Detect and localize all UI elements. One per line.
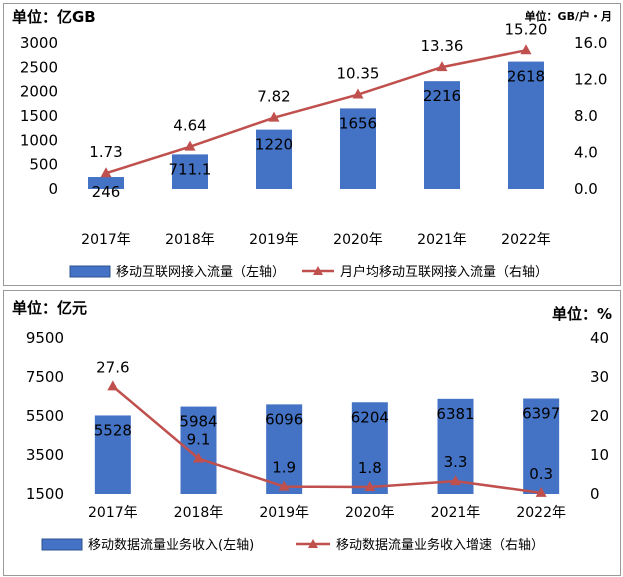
bottom-chart-panel: 单位：亿元 单位：% 1500 3500 5500 7500 9500 0 10 20 30 40… xyxy=(3,290,621,576)
bottom-bar-label: 6204 xyxy=(351,408,389,426)
top-legend-line-label: 月户均移动互联网接入流量（右轴） xyxy=(340,264,548,280)
bottom-legend-bar-swatch xyxy=(41,538,83,551)
top-bar xyxy=(172,154,208,189)
top-left-tick: 2000 xyxy=(20,83,58,101)
top-right-tick: 12.0 xyxy=(574,71,607,89)
bottom-right-tick: 30 xyxy=(590,368,609,386)
top-right-tick: 4.0 xyxy=(574,144,598,162)
bottom-line-label: 1.9 xyxy=(272,459,296,477)
bottom-line-marker xyxy=(450,475,461,486)
top-left-tick: 1500 xyxy=(20,107,58,125)
bottom-right-tick: 10 xyxy=(590,446,609,464)
top-line xyxy=(105,49,527,175)
top-x-tick: 2018年 xyxy=(165,232,215,248)
bottom-legend-line-label: 移动数据流量业务收入增速（右轴） xyxy=(336,537,544,553)
top-line-label: 13.36 xyxy=(421,37,464,55)
bottom-right-tick: 40 xyxy=(590,329,609,347)
bottom-bar-label: 6381 xyxy=(436,405,474,423)
bottom-left-unit: 单位：亿元 xyxy=(12,299,87,317)
bottom-bar xyxy=(94,415,131,494)
top-bar-label: 2216 xyxy=(423,87,461,105)
bottom-bar xyxy=(266,404,303,494)
bottom-bar xyxy=(523,398,560,494)
top-x-tick: 2017年 xyxy=(81,232,131,248)
top-line-label: 15.20 xyxy=(505,20,548,38)
bottom-right-unit: 单位：% xyxy=(552,305,612,323)
top-bar-label: 711.1 xyxy=(169,160,212,178)
top-bar xyxy=(340,108,376,189)
top-line-label: 10.35 xyxy=(337,65,380,83)
bottom-line-marker xyxy=(107,380,119,391)
bottom-x-tick: 2017年 xyxy=(88,505,138,521)
bottom-line-marker xyxy=(193,452,204,463)
top-chart-panel: 单位：亿GB 单位：GB/户・月 0 500 1000 1500 2000 2500 300… xyxy=(3,3,621,286)
bottom-x-tick: 2018年 xyxy=(174,505,224,521)
bottom-line-label: 3.3 xyxy=(444,453,468,471)
bottom-bar-label: 6096 xyxy=(265,410,303,428)
bottom-bar-label: 5528 xyxy=(94,421,132,439)
top-left-tick: 1000 xyxy=(20,131,58,149)
bottom-legend-bar-label: 移动数据流量业务收入(左轴) xyxy=(88,537,254,553)
top-legend-bar-label: 移动互联网接入流量（左轴） xyxy=(116,264,285,280)
bottom-line-label: 0.3 xyxy=(529,465,553,483)
bottom-line xyxy=(112,385,542,495)
top-x-tick: 2020年 xyxy=(333,232,383,248)
top-left-tick: 3000 xyxy=(20,34,58,52)
top-legend-line-marker xyxy=(313,266,323,275)
bottom-left-tick: 9500 xyxy=(26,329,64,347)
bottom-line-marker xyxy=(364,480,376,491)
top-bar xyxy=(424,81,460,189)
top-x-tick: 2022年 xyxy=(501,232,551,248)
bottom-x-tick: 2019年 xyxy=(259,505,309,521)
top-bar-label: 1220 xyxy=(255,136,293,154)
bottom-left-tick: 7500 xyxy=(26,368,64,386)
top-line-label: 4.64 xyxy=(173,117,206,135)
bottom-x-tick: 2020年 xyxy=(345,505,395,521)
bottom-bar xyxy=(351,402,388,494)
top-line-marker xyxy=(352,88,364,99)
top-line-marker xyxy=(520,44,532,55)
top-line-label: 7.82 xyxy=(257,88,290,106)
bottom-right-tick: 0 xyxy=(590,485,600,503)
top-line-marker xyxy=(100,167,112,178)
top-left-tick: 500 xyxy=(29,156,58,174)
bottom-x-tick: 2022年 xyxy=(516,505,566,521)
bottom-line-marker xyxy=(278,480,290,491)
bottom-legend-line-marker xyxy=(308,539,318,548)
bottom-line-marker xyxy=(535,486,547,497)
top-bar-label: 246 xyxy=(92,183,121,201)
top-line-marker xyxy=(436,61,448,72)
bottom-left-tick: 3500 xyxy=(26,446,64,464)
bottom-line-label: 1.8 xyxy=(358,459,382,477)
bottom-left-tick: 1500 xyxy=(26,485,64,503)
top-bar-label: 2618 xyxy=(507,68,545,86)
top-right-unit: 单位：GB/户・月 xyxy=(525,9,612,23)
top-line-marker xyxy=(268,111,280,122)
top-left-tick: 0 xyxy=(48,180,58,198)
top-line-marker xyxy=(184,140,196,151)
top-x-tick: 2021年 xyxy=(417,232,467,248)
bottom-chart: 单位：亿元 单位：% 1500 3500 5500 7500 9500 0 10 20 30 40… xyxy=(12,299,612,553)
top-right-tick: 16.0 xyxy=(574,34,607,52)
bottom-bar-label: 5984 xyxy=(179,413,217,431)
bottom-bar xyxy=(180,406,217,494)
bottom-right-tick: 20 xyxy=(590,407,609,425)
bottom-line-label: 9.1 xyxy=(187,431,211,449)
top-chart: 单位：亿GB 单位：GB/户・月 0 500 1000 1500 2000 2500 300… xyxy=(12,8,612,280)
top-left-unit: 单位：亿GB xyxy=(12,8,96,26)
bottom-bar-label: 6397 xyxy=(522,405,560,423)
top-line-label: 1.73 xyxy=(89,143,122,161)
top-right-tick: 0.0 xyxy=(574,180,598,198)
bottom-line-label: 27.6 xyxy=(96,358,129,376)
top-bar-label: 1656 xyxy=(339,114,377,132)
top-bar xyxy=(256,129,292,189)
top-bar xyxy=(88,177,124,189)
top-right-tick: 8.0 xyxy=(574,107,598,125)
bottom-left-tick: 5500 xyxy=(26,407,64,425)
top-x-tick: 2019年 xyxy=(249,232,299,248)
top-left-tick: 2500 xyxy=(20,58,58,76)
bottom-x-tick: 2021年 xyxy=(431,505,481,521)
top-legend-bar-swatch xyxy=(69,265,111,278)
top-bar xyxy=(508,61,544,189)
